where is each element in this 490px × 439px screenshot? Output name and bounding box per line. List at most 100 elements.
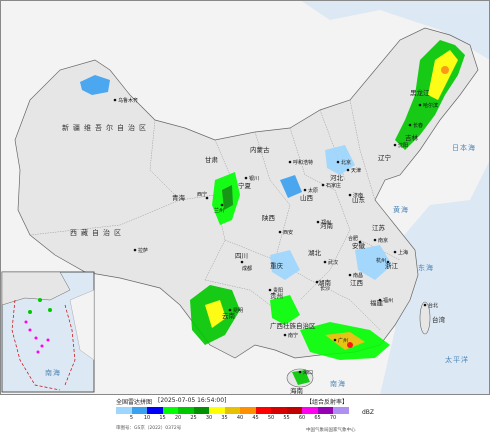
legend-swatch bbox=[240, 407, 256, 414]
svg-text:西安: 西安 bbox=[283, 229, 293, 236]
legend-swatch bbox=[209, 407, 225, 414]
label-hebei: 河北 bbox=[330, 174, 344, 182]
echo-yunnan-core bbox=[205, 300, 226, 328]
svg-text:兰州: 兰州 bbox=[214, 207, 224, 214]
label-henan: 河南 bbox=[320, 221, 334, 230]
svg-text:银川: 银川 bbox=[249, 175, 259, 182]
label-heilongjiang: 黑龙江 bbox=[410, 88, 430, 97]
label-japan-sea: 日本海 bbox=[452, 143, 476, 152]
svg-text:武汉: 武汉 bbox=[328, 259, 338, 266]
echo-north-china bbox=[325, 145, 355, 175]
legend-tick-label: 25 bbox=[190, 415, 197, 421]
svg-text:拉萨: 拉萨 bbox=[138, 247, 148, 254]
label-shaanxi: 陕西 bbox=[262, 213, 276, 222]
legend-swatch bbox=[147, 407, 163, 414]
svg-text:南宁: 南宁 bbox=[288, 332, 298, 339]
svg-text:沈阳: 沈阳 bbox=[398, 142, 408, 149]
taiwan-island bbox=[419, 301, 431, 335]
svg-text:广州: 广州 bbox=[338, 337, 348, 344]
label-zhejiang: 浙江 bbox=[385, 261, 399, 270]
svg-text:西宁: 西宁 bbox=[197, 191, 207, 198]
label-fujian: 福建 bbox=[370, 298, 384, 307]
legend-swatch bbox=[271, 407, 287, 414]
legend-swatch bbox=[178, 407, 194, 414]
label-pacific: 太平洋 bbox=[445, 355, 469, 364]
echo-guangxi bbox=[270, 295, 300, 325]
svg-text:北京: 北京 bbox=[341, 159, 351, 166]
legend-swatch bbox=[302, 407, 318, 414]
svg-text:乌鲁木齐: 乌鲁木齐 bbox=[118, 97, 138, 104]
svg-text:长沙: 长沙 bbox=[320, 285, 330, 292]
legend-swatch bbox=[131, 407, 147, 414]
svg-text:南京: 南京 bbox=[378, 237, 388, 244]
china-mainland bbox=[14, 27, 479, 359]
label-shandong: 山东 bbox=[352, 195, 366, 204]
legend-tick-label: 65 bbox=[314, 415, 321, 421]
city-markers: 乌鲁木齐 拉萨 西宁 兰州 银川 呼和浩特 西安 太原 石家庄 北京 天津 济南… bbox=[113, 97, 438, 376]
label-south-sea-inset: 南海 bbox=[45, 368, 61, 377]
legend-product: 【组合反射率】 bbox=[306, 399, 349, 406]
label-jiangsu: 江苏 bbox=[372, 223, 386, 232]
map-publisher: 中国气象局国家气象中心 bbox=[306, 428, 356, 433]
label-south-sea: 南海 bbox=[330, 379, 346, 388]
legend-tick-label: 45 bbox=[252, 415, 259, 421]
label-gansu: 甘肃 bbox=[205, 155, 219, 164]
legend-tick-label: 55 bbox=[283, 415, 290, 421]
label-guangxi: 广西壮族自治区 bbox=[270, 321, 316, 330]
svg-text:成都: 成都 bbox=[242, 265, 252, 272]
legend-time: [2025-07-05 16:54:00] bbox=[158, 397, 227, 404]
legend-tick-label: 20 bbox=[174, 415, 182, 421]
legend-tick-label: 60 bbox=[298, 415, 306, 421]
echo-northeast-cell bbox=[441, 66, 449, 74]
label-guizhou: 贵州 bbox=[270, 291, 283, 300]
label-hunan: 湖南 bbox=[318, 278, 332, 287]
legend-footer: 全国雷达拼图 [2025-07-05 16:54:00] 【组合反射率】 5 10… bbox=[0, 395, 490, 439]
label-hainan: 海南 bbox=[290, 386, 304, 395]
legend-color-bar bbox=[116, 407, 349, 414]
legend-tick-label: 15 bbox=[159, 415, 166, 421]
echo-qinghai-core bbox=[222, 185, 233, 210]
svg-text:济南: 济南 bbox=[353, 192, 363, 199]
label-inner-mongolia: 内蒙古 bbox=[250, 145, 270, 154]
svg-text:杭州: 杭州 bbox=[376, 257, 386, 264]
label-jiangxi: 江西 bbox=[350, 279, 364, 287]
label-sichuan: 四川 bbox=[235, 252, 248, 260]
legend-swatch bbox=[224, 407, 240, 414]
label-ningxia: 宁夏 bbox=[238, 181, 252, 190]
legend-tick-label: 50 bbox=[267, 415, 275, 421]
echo-inner-mongolia bbox=[280, 175, 302, 198]
map-approval-number: 审图号：GS京（2022）0372号 bbox=[116, 426, 182, 431]
echo-guangdong-cell bbox=[347, 342, 353, 348]
legend-swatch bbox=[193, 407, 209, 414]
svg-text:贵阳: 贵阳 bbox=[273, 287, 283, 294]
legend-ticks: 5 10 15 20 25 30 35 40 45 50 55 60 65 70 bbox=[116, 415, 366, 423]
legend-swatch bbox=[286, 407, 302, 414]
legend-tick-label: 40 bbox=[236, 415, 244, 421]
svg-text:台北: 台北 bbox=[428, 302, 438, 309]
label-huanghai: 黄海 bbox=[393, 205, 409, 214]
label-xinjiang: 新疆维吾尔自治区 bbox=[62, 123, 150, 132]
legend-swatch bbox=[116, 407, 132, 414]
legend-swatch bbox=[255, 407, 271, 414]
legend-tick-label: 35 bbox=[221, 415, 228, 421]
echo-jiangnan bbox=[355, 245, 392, 280]
label-liaoning: 辽宁 bbox=[378, 153, 392, 162]
legend-tick-label: 5 bbox=[129, 415, 134, 421]
echo-xinjiang-north bbox=[80, 75, 110, 95]
legend-swatch bbox=[317, 407, 333, 414]
svg-text:长春: 长春 bbox=[413, 122, 423, 129]
svg-text:哈尔滨: 哈尔滨 bbox=[423, 102, 438, 109]
label-yunnan: 云南 bbox=[222, 311, 236, 320]
label-east-sea: 东海 bbox=[418, 263, 434, 272]
legend-tick-label: 70 bbox=[329, 415, 337, 421]
label-anhui: 安徽 bbox=[352, 241, 366, 250]
label-chongqing: 重庆 bbox=[270, 261, 284, 270]
legend-tick-label: 10 bbox=[143, 415, 151, 421]
legend-swatch bbox=[162, 407, 178, 414]
label-jilin: 吉林 bbox=[405, 133, 419, 142]
legend-title-row: 全国雷达拼图 [2025-07-05 16:54:00] 【组合反射率】 bbox=[116, 395, 376, 407]
legend-tick-label: 30 bbox=[205, 415, 213, 421]
south-sea-inset: 南海 bbox=[1, 271, 95, 393]
label-shanxi: 山西 bbox=[300, 193, 314, 202]
